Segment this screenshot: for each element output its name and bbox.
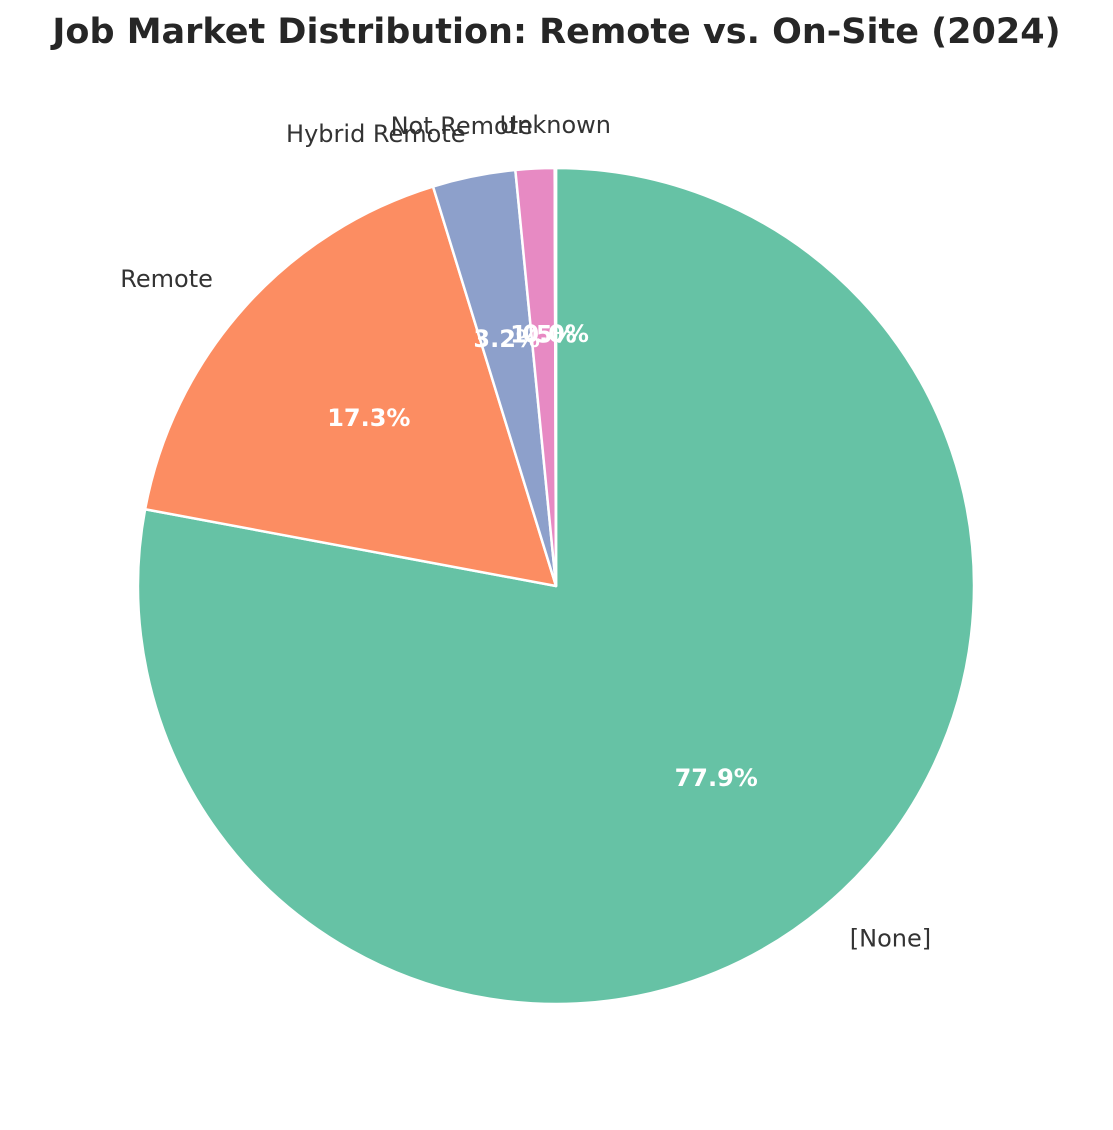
slice-percent-unknown: 0.0% [522, 320, 589, 348]
pie-slices [136, 166, 976, 1006]
slice-percent-hybrid-remote: 3.2% [473, 325, 540, 353]
slice-percent-remote: 17.3% [327, 404, 410, 432]
slice-label-not-remote: Not Remote [391, 112, 533, 140]
slice-label-none: [None] [850, 925, 931, 953]
pie-slice-unknown [553, 166, 558, 588]
slice-label-remote: Remote [120, 265, 213, 293]
slice-percent-none: 77.9% [675, 764, 758, 792]
chart-title: Job Market Distribution: Remote vs. On-S… [52, 12, 1061, 52]
slice-label-unknown: Unknown [500, 111, 611, 139]
slice-percent-labels: 77.9% 17.3% 3.2%1.5%0.0% [327, 320, 758, 792]
pie-slice-remote [143, 185, 558, 588]
slice-percent-not-remote: 1.5% [510, 321, 577, 349]
slice-label-hybrid-remote: Hybrid Remote [286, 120, 465, 148]
